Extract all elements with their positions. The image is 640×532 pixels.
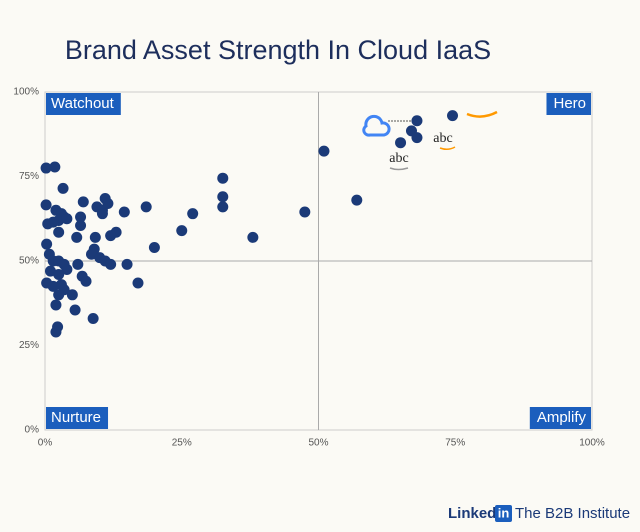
point — [217, 201, 229, 213]
point — [411, 115, 423, 127]
point — [105, 258, 117, 270]
quadrant-label: Hero — [546, 93, 591, 115]
point — [42, 218, 54, 230]
point — [148, 241, 160, 253]
x-tick-label: 25% — [172, 438, 192, 449]
point — [395, 137, 407, 149]
point — [217, 172, 229, 184]
point — [217, 191, 229, 203]
point — [87, 312, 99, 324]
point — [53, 289, 65, 301]
y-tick-label: 0% — [25, 425, 40, 436]
x-tick-label: 50% — [308, 438, 328, 449]
point — [75, 211, 87, 223]
point — [187, 208, 199, 220]
point — [72, 258, 84, 270]
quadrant-box — [46, 93, 121, 115]
point — [40, 162, 52, 174]
annotation: abc — [389, 151, 408, 166]
quadrant-label: Amplify — [529, 407, 591, 429]
point — [77, 196, 89, 208]
point — [411, 132, 423, 144]
logo-gcp — [362, 110, 498, 171]
quadrant-text: Nurture — [51, 409, 101, 426]
y-tick-label: 25% — [19, 340, 39, 351]
point — [96, 208, 108, 220]
point — [132, 277, 144, 289]
point — [57, 182, 69, 194]
point — [102, 198, 114, 210]
brand-box — [495, 505, 512, 522]
point — [69, 304, 81, 316]
brand-box-text: in — [498, 505, 510, 520]
point — [299, 206, 311, 218]
point — [49, 161, 61, 173]
point — [53, 226, 65, 238]
point — [61, 213, 73, 225]
point — [61, 263, 73, 275]
x-tick-label: 75% — [445, 438, 465, 449]
point — [140, 201, 152, 213]
x-tick-label: 0% — [38, 438, 53, 449]
point — [40, 199, 52, 211]
point — [105, 230, 117, 242]
quadrant-text: Watchout — [51, 95, 115, 112]
point — [50, 326, 62, 338]
quadrant-label: Watchout — [46, 93, 121, 115]
point — [53, 269, 65, 281]
y-tick-label: 75% — [19, 171, 39, 182]
y-tick-label: 100% — [13, 87, 39, 98]
point — [176, 225, 188, 237]
point — [80, 275, 92, 287]
point — [121, 258, 133, 270]
org: The B2B Institute — [515, 505, 630, 522]
y-tick-label: 50% — [19, 256, 39, 267]
quadrant-box — [46, 407, 109, 429]
point — [71, 231, 83, 243]
point — [247, 231, 259, 243]
chart-title: Brand Asset Strength In Cloud IaaS — [65, 35, 491, 65]
quadrant-box — [529, 407, 591, 429]
point — [89, 231, 101, 243]
point — [50, 299, 62, 311]
point — [47, 280, 59, 292]
point — [75, 220, 87, 232]
quadrant-label: Nurture — [46, 407, 109, 429]
quadrant-box — [546, 93, 591, 115]
point — [66, 289, 78, 301]
quadrant-text: Amplify — [537, 409, 587, 426]
point — [318, 145, 330, 157]
annotation: abc — [433, 131, 452, 146]
x-tick-label: 100% — [579, 438, 605, 449]
quadrant-text: Hero — [553, 95, 586, 112]
point — [447, 110, 459, 122]
brand: Linked — [448, 505, 496, 522]
point — [118, 206, 130, 218]
point — [41, 238, 53, 250]
point — [351, 194, 363, 206]
